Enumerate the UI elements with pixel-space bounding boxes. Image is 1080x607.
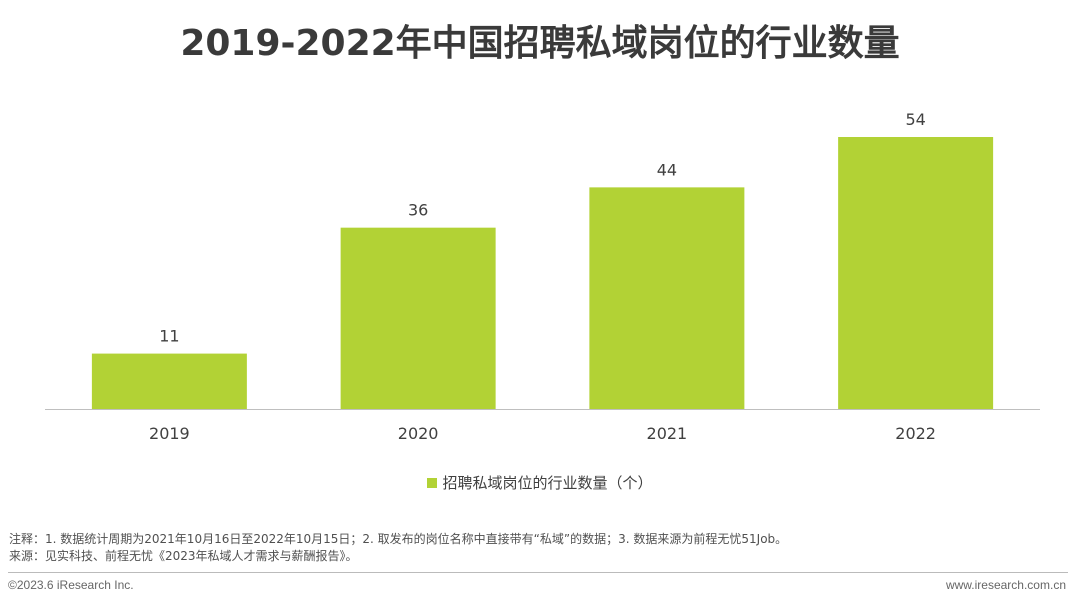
source-text: 来源：见实科技、前程无忧《2023年私域人才需求与薪酬报告》。 — [9, 549, 358, 563]
note-text: 注释：1. 数据统计周期为2021年10月16日至2022年10月15日；2. … — [9, 532, 788, 546]
bar-2019 — [91, 353, 247, 409]
x-tick-label: 2022 — [895, 424, 936, 443]
chart-title: 2019-2022年中国招聘私域岗位的行业数量 — [180, 23, 900, 64]
data-label: 11 — [159, 327, 179, 346]
x-tick-label: 2020 — [398, 424, 439, 443]
bar-2020 — [340, 227, 496, 409]
legend: 招聘私域岗位的行业数量（个） — [0, 472, 1080, 493]
footer-divider — [8, 572, 1068, 573]
bar-2021 — [589, 187, 745, 409]
x-tick-label: 2021 — [647, 424, 688, 443]
data-label: 36 — [408, 201, 428, 220]
legend-swatch — [427, 478, 438, 488]
legend-label: 招聘私域岗位的行业数量（个） — [442, 474, 653, 492]
data-label: 44 — [657, 160, 677, 179]
copyright: ©2023.6 iResearch Inc. — [8, 578, 134, 592]
website-link[interactable]: www.iresearch.com.cn — [945, 578, 1066, 592]
bar-2022 — [838, 137, 994, 409]
data-label: 54 — [905, 110, 925, 129]
footnotes: 注释：1. 数据统计周期为2021年10月16日至2022年10月15日；2. … — [9, 531, 787, 565]
x-tick-label: 2019 — [149, 424, 190, 443]
